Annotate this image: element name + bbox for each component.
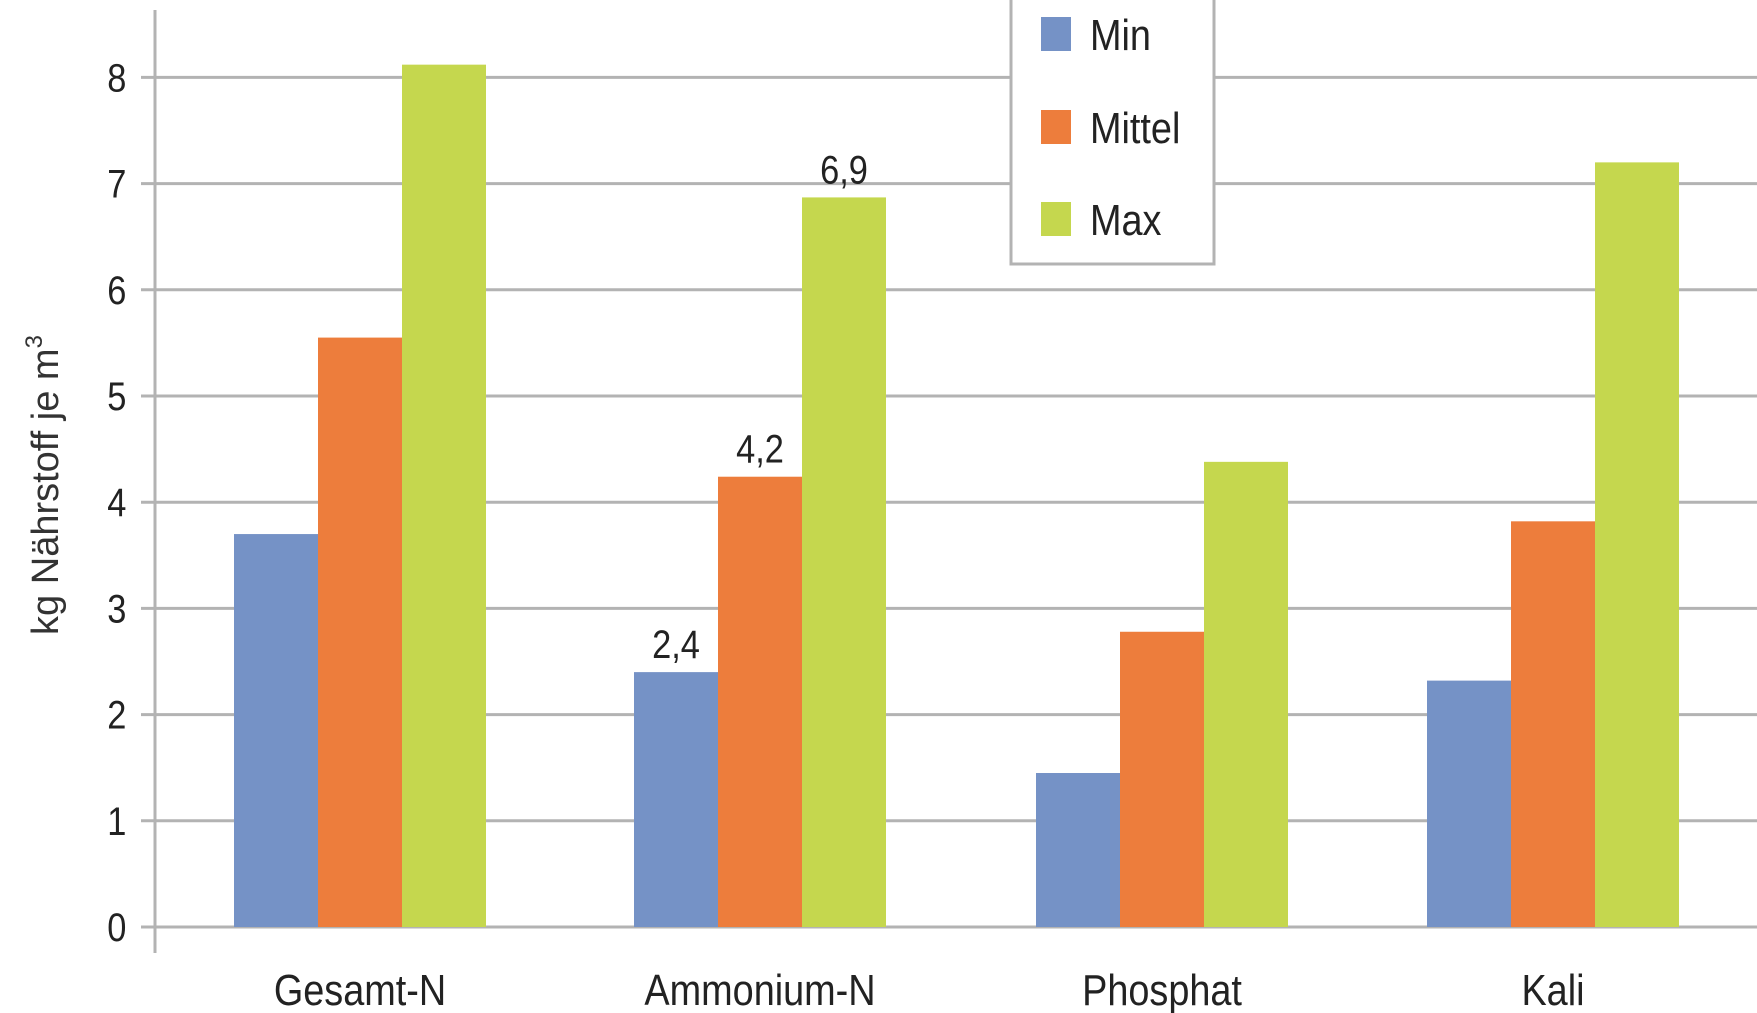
category-label-ammonium-n: Ammonium-N	[644, 965, 875, 1013]
legend-swatch-max	[1041, 202, 1071, 236]
y-tick-label-1: 1	[107, 798, 126, 843]
bar-min-phosphat	[1036, 773, 1120, 927]
bar-mittel-gesamt-n	[318, 337, 402, 928]
legend-swatch-mittel	[1041, 110, 1071, 144]
legend-label-mittel: Mittel	[1090, 103, 1180, 152]
data-label-mittel-ammonium-n: 4,2	[736, 426, 784, 471]
bar-max-phosphat	[1204, 461, 1288, 927]
legend-swatch-min	[1041, 17, 1071, 51]
legend-label-max: Max	[1090, 195, 1162, 244]
category-label-phosphat: Phosphat	[1082, 965, 1242, 1013]
bars	[234, 64, 1679, 928]
y-tick-label-3: 3	[107, 586, 126, 631]
bar-min-gesamt-n	[234, 534, 318, 927]
category-label-kali: Kali	[1521, 965, 1584, 1013]
bar-mittel-ammonium-n	[718, 476, 802, 927]
legend: Min Mittel Max	[1009, 0, 1216, 266]
data-label-max-ammonium-n: 6,9	[820, 147, 868, 192]
y-tick-label-0: 0	[107, 905, 126, 950]
data-label-min-ammonium-n: 2,4	[652, 622, 700, 667]
y-axis-label: kg Nährstoff je m3	[21, 335, 67, 635]
y-tick-labels: 0 1 2 3 4 5 6 7 8	[107, 55, 126, 950]
bar-min-kali	[1427, 680, 1511, 927]
category-labels: Gesamt-N Ammonium-N Phosphat Kali	[274, 965, 1585, 1013]
bar-max-ammonium-n	[802, 197, 886, 927]
y-tick-label-4: 4	[107, 480, 126, 525]
y-tick-label-2: 2	[107, 692, 126, 737]
data-labels: 2,4 4,2 6,9	[652, 147, 868, 667]
bar-min-ammonium-n	[634, 672, 718, 927]
legend-label-min: Min	[1090, 10, 1151, 59]
y-tick-label-5: 5	[107, 374, 126, 419]
y-tick-label-6: 6	[107, 267, 126, 312]
bar-max-kali	[1595, 162, 1679, 928]
y-axis-label-superscript: 3	[21, 335, 48, 348]
y-axis-label-text: kg Nährstoff je m	[25, 348, 67, 635]
category-label-gesamt-n: Gesamt-N	[274, 965, 446, 1013]
bar-mittel-phosphat	[1120, 631, 1204, 927]
bar-mittel-kali	[1511, 521, 1595, 927]
bar-max-gesamt-n	[402, 64, 486, 927]
y-tick-label-8: 8	[107, 55, 126, 100]
y-tick-label-7: 7	[107, 161, 126, 206]
